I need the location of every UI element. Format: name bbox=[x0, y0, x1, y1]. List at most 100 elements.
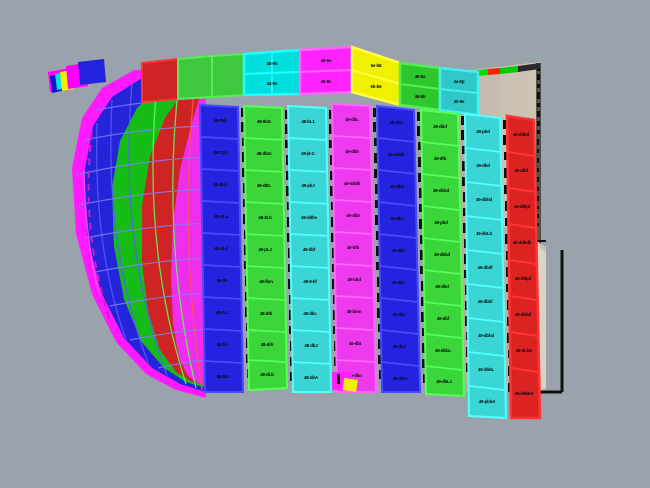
svg-text:49-j9-C: 49-j9-C bbox=[301, 151, 316, 156]
svg-text:49-dbbL: 49-dbbL bbox=[478, 367, 494, 372]
svg-text:49-dfb: 49-dfb bbox=[434, 156, 447, 161]
svg-text:49-dbh: 49-dbh bbox=[345, 149, 359, 154]
svg-text:49-dbd: 49-dbd bbox=[390, 184, 404, 189]
svg-text:48-dLd: 48-dLd bbox=[214, 246, 228, 251]
hidden-edge-dashes bbox=[87, 131, 111, 321]
svg-text:49-0bb: 49-0bb bbox=[213, 118, 227, 123]
svg-text:49-ddhe: 49-ddhe bbox=[301, 215, 317, 220]
column-sep-5 bbox=[417, 112, 426, 383]
column-cyan-2: 49-pbd 49-dbd 49-dbbd 49-dbLb 49-dbdf 49… bbox=[463, 112, 508, 420]
svg-text:49-pbJ: 49-pbJ bbox=[301, 183, 315, 188]
svg-text:48-9bG: 48-9bG bbox=[257, 119, 272, 124]
column-green-1: 48-9bG 48-dbm 49-dBL 48-3Lb 49-pLJ 49-fb… bbox=[242, 104, 289, 392]
svg-text:49-dbL: 49-dbL bbox=[392, 312, 406, 317]
svg-text:49-dbLb: 49-dbLb bbox=[476, 231, 492, 236]
svg-text:48-3Lb: 48-3Lb bbox=[258, 215, 272, 220]
svg-text:48-dbm: 48-dbm bbox=[257, 151, 272, 156]
svg-text:48-dbJ: 48-dbJ bbox=[304, 343, 318, 348]
svg-text:49-dbn: 49-dbn bbox=[348, 373, 362, 378]
svg-text:49-dbd: 49-dbd bbox=[433, 124, 447, 129]
svg-text:49-9-bf: 49-9-bf bbox=[303, 279, 317, 284]
svg-text:49-dbt: 49-dbt bbox=[349, 341, 362, 346]
svg-text:49-dbb: 49-dbb bbox=[346, 213, 360, 218]
svg-text:49-dbd: 49-dbd bbox=[435, 284, 449, 289]
svg-text:49-dbf: 49-dbf bbox=[392, 248, 405, 253]
svg-text:49-dbbd: 49-dbbd bbox=[433, 188, 449, 193]
svg-text:5b-b6: 5b-b6 bbox=[371, 84, 383, 89]
column-red-1-labels: 49-ddbd 49-dtbf 49-dtbpf 49-ddbdb 49-dtb… bbox=[513, 132, 535, 396]
svg-text:49-dbJ: 49-dbJ bbox=[392, 344, 406, 349]
svg-text:49-dbf: 49-dbf bbox=[303, 247, 316, 252]
svg-text:49-d2d: 49-d2d bbox=[389, 120, 403, 125]
column-green-2: 49-dbd 49-dfb 49-dbbd 49-pbd 49-dbbd 49-… bbox=[419, 108, 466, 398]
svg-text:48-bL-: 48-bL- bbox=[217, 342, 230, 347]
svg-text:48-drb: 48-drb bbox=[261, 342, 274, 347]
svg-text:49-fbm: 49-fbm bbox=[259, 279, 273, 284]
svg-text:48-8Lc: 48-8Lc bbox=[216, 374, 230, 379]
svg-text:49-dbbd: 49-dbbd bbox=[476, 197, 492, 202]
svg-text:49-9a: 49-9a bbox=[321, 58, 332, 63]
svg-text:46-8b: 46-8b bbox=[415, 94, 426, 99]
svg-text:49-dbt: 49-dbt bbox=[392, 280, 405, 285]
curved-shell-mesh bbox=[72, 66, 206, 398]
svg-text:49-ddbbA: 49-ddbbA bbox=[514, 391, 534, 396]
svg-text:49-8a: 49-8a bbox=[415, 74, 426, 79]
svg-text:49-dbbf: 49-dbbf bbox=[478, 299, 493, 304]
bottom-tab-accent bbox=[332, 372, 358, 392]
svg-text:48-dLd: 48-dLd bbox=[213, 182, 227, 187]
top-panel-row bbox=[141, 45, 480, 117]
svg-text:3a-9p: 3a-9p bbox=[454, 79, 465, 84]
column-blue-1-labels: 49-0bb 49-C2d 48-dLd 48-ALa 48-dLd 46-tt… bbox=[213, 118, 230, 379]
svg-text:49-dbbd: 49-dbbd bbox=[478, 333, 494, 338]
svg-text:49-dbbL: 49-dbbL bbox=[435, 348, 451, 353]
svg-text:49-dbL: 49-dbL bbox=[345, 117, 359, 122]
svg-text:48-dbA: 48-dbA bbox=[304, 375, 319, 380]
column-magenta-1-labels: 49-dbL 49-dbh 49-dddb 49-dbb 49-bfb 49-b… bbox=[344, 117, 362, 378]
svg-text:46-9c: 46-9c bbox=[321, 79, 332, 84]
svg-text:49-dbd: 49-dbd bbox=[476, 163, 490, 168]
svg-text:49-dbLc: 49-dbLc bbox=[436, 379, 452, 384]
column-magenta-1: 49-dbL 49-dbh 49-dddb 49-dbb 49-bfb 49-b… bbox=[330, 102, 378, 393]
accent-patches bbox=[48, 59, 106, 93]
svg-text:5e-b8: 5e-b8 bbox=[371, 63, 382, 68]
column-red-1: 49-ddbd 49-dtbf 49-dtbpf 49-ddbdb 49-dtb… bbox=[505, 114, 542, 420]
column-cyan-2-labels: 49-pbd 49-dbd 49-dbbd 49-dbLb 49-dbdf 49… bbox=[476, 129, 496, 404]
svg-text:49-pbbA: 49-pbbA bbox=[479, 399, 496, 404]
svg-text:49-dtbpf: 49-dtbpf bbox=[514, 204, 531, 209]
svg-text:49-pLJ: 49-pLJ bbox=[258, 247, 272, 252]
column-cyan-1: 48-bL1 49-j9-C 49-pbJ 49-ddhe 49-dbf 49-… bbox=[286, 104, 333, 393]
svg-text:49-ddbdb: 49-ddbdb bbox=[513, 240, 532, 245]
column-cyan-1-labels: 48-bL1 49-j9-C 49-pbJ 49-ddhe 49-dbf 49-… bbox=[301, 119, 319, 380]
top-row-labels: 48-9b 44-9e 49-9a 46-9c 5e-b8 5b-b6 49-8… bbox=[267, 58, 465, 104]
svg-text:49-C2d: 49-C2d bbox=[213, 150, 227, 155]
column-green-1-labels: 48-9bG 48-dbm 49-dBL 48-3Lb 49-pLJ 49-fb… bbox=[257, 119, 275, 377]
svg-text:48-ALa: 48-ALa bbox=[214, 214, 228, 219]
svg-text:49-dBL: 49-dBL bbox=[257, 183, 271, 188]
svg-text:49-dbA: 49-dbA bbox=[393, 376, 408, 381]
svg-text:40-9e: 40-9e bbox=[454, 99, 465, 104]
svg-text:49-bbd: 49-bbd bbox=[347, 277, 361, 282]
svg-text:49-dtbf: 49-dtbf bbox=[514, 168, 528, 173]
column-blue-2: 49-d2d 49-dddb 49-dbd 49-dbJ 49-dbf 49-d… bbox=[375, 104, 422, 393]
svg-text:49-dddb: 49-dddb bbox=[388, 152, 404, 157]
svg-text:48-dbc: 48-dbc bbox=[303, 311, 317, 316]
svg-text:49-dtbpf: 49-dtbpf bbox=[515, 276, 532, 281]
svg-text:48-9b: 48-9b bbox=[267, 61, 278, 66]
svg-text:49-dddb: 49-dddb bbox=[344, 181, 360, 186]
svg-text:49-pbd: 49-pbd bbox=[476, 129, 490, 134]
svg-text:48-bbm: 48-bbm bbox=[347, 309, 362, 314]
svg-text:48-dtb: 48-dtb bbox=[260, 311, 273, 316]
svg-text:49-dbJ: 49-dbJ bbox=[390, 216, 404, 221]
svg-text:49-dbbd: 49-dbbd bbox=[515, 312, 531, 317]
svg-text:44-9e: 44-9e bbox=[267, 81, 278, 86]
column-blue-2-labels: 49-d2d 49-dddb 49-dbd 49-dbJ 49-dbf 49-d… bbox=[388, 120, 408, 381]
column-blue-1: 49-0bb 49-C2d 48-dLd 48-ALa 48-dLd 46-tt… bbox=[198, 103, 245, 393]
svg-text:49-dbf: 49-dbf bbox=[437, 316, 450, 321]
svg-text:49-dbbd: 49-dbbd bbox=[434, 252, 450, 257]
svg-text:49-pbd: 49-pbd bbox=[434, 220, 448, 225]
svg-text:46-ttb: 46-ttb bbox=[216, 278, 228, 283]
svg-text:48-bL1: 48-bL1 bbox=[301, 119, 315, 124]
svg-text:49-bfb: 49-bfb bbox=[347, 245, 360, 250]
svg-text:48-dLb: 48-dLb bbox=[260, 372, 274, 377]
